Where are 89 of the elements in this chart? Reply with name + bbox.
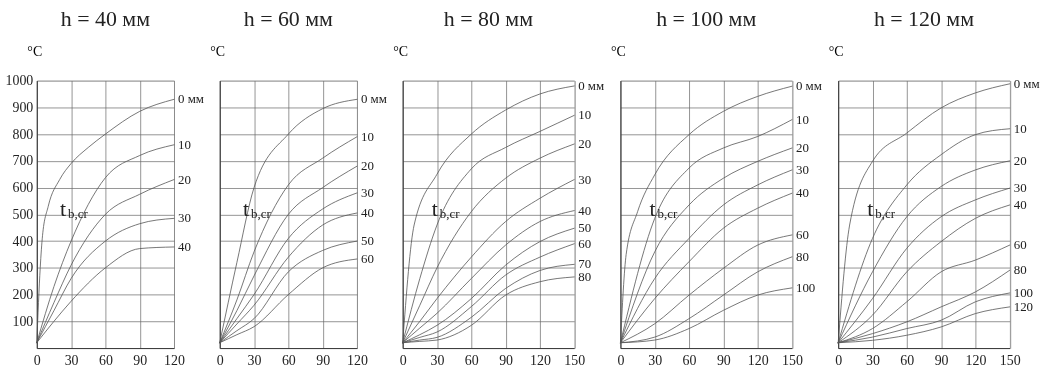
y-tick-label: 1000 [5,73,34,89]
series-label: 60 [1013,237,1027,253]
series-label: 0 мм [1013,75,1040,91]
chart-title: h = 120 мм [873,6,975,31]
series-label: 40 [1013,196,1027,212]
x-tick-label: 30 [247,353,262,368]
x-tick-label: 60 [464,353,479,368]
series-label: 100 [795,279,816,295]
y-tick-label: 500 [12,206,34,222]
x-tick-label: 0 [216,353,224,368]
y-tick-label: 700 [12,153,34,169]
chart-title: h = 100 мм [656,6,757,31]
x-tick-label: 0 [617,353,625,368]
chart-title: h = 60 мм [243,6,334,31]
x-tick-label: 0 [399,353,407,368]
series-label: 30 [360,184,374,200]
series-label: 50 [578,220,592,236]
series-label: 20 [795,139,809,155]
y-tick-label: 100 [12,313,34,329]
x-tick-label: 90 [499,353,514,368]
series-label: 40 [360,204,374,220]
y-axis-title: °C [828,44,844,60]
x-tick-label: 120 [965,353,987,368]
x-tick-label: 60 [682,353,697,368]
x-tick-label: 150 [782,353,803,368]
annotation: tb,cr [60,196,89,221]
x-tick-label: 150 [999,353,1021,368]
x-tick-label: 150 [564,353,586,368]
y-axis-title: °C [393,44,409,60]
series-label: 80 [1013,262,1027,278]
x-tick-label: 60 [281,353,296,368]
chart-title: h = 40 мм [60,6,151,31]
x-tick-label: 90 [716,353,731,368]
series-label: 0 мм [177,91,204,107]
series-label: 0 мм [578,77,605,93]
x-tick-label: 30 [430,353,445,368]
series-label: 10 [177,136,191,152]
series-label: 120 [1013,298,1034,314]
x-tick-label: 60 [98,353,113,368]
x-tick-label: 30 [64,353,79,368]
y-tick-label: 800 [12,126,34,142]
y-tick-label: 200 [12,287,34,303]
series-label: 20 [360,158,374,174]
series-label: 100 [1013,284,1034,300]
x-tick-label: 120 [347,353,368,368]
series-label: 50 [360,233,374,249]
series-label: 30 [795,161,809,177]
series-label: 60 [795,226,809,242]
x-tick-label: 90 [934,353,949,368]
series-label: 10 [1013,120,1027,136]
series-label: 40 [578,202,592,218]
x-tick-label: 0 [835,353,843,368]
series-label: 40 [795,185,809,201]
series-label: 40 [177,238,191,254]
series-label: 20 [1013,152,1027,168]
series-label: 60 [578,235,592,251]
series-label: 30 [578,171,592,187]
x-tick-label: 60 [900,353,915,368]
x-tick-label: 30 [866,353,880,368]
x-tick-label: 90 [316,353,331,368]
y-tick-label: 900 [12,99,34,115]
annotation: tb,cr [431,196,461,221]
x-tick-label: 120 [747,353,769,368]
series-label: 10 [795,111,809,127]
x-tick-label: 120 [164,353,185,368]
series-label: 60 [360,250,374,266]
annotation: tb,cr [243,196,272,221]
x-tick-label: 120 [529,353,551,368]
y-axis-title: °C [27,44,43,60]
annotation: tb,cr [867,196,896,221]
y-axis-title: °C [210,44,226,60]
series-label: 20 [177,171,191,187]
x-tick-label: 90 [133,353,148,368]
series-label: 30 [1013,180,1027,196]
x-tick-label: 0 [33,353,41,368]
x-tick-label: 30 [648,353,663,368]
annotation: tb,cr [649,196,678,221]
series-label: 80 [795,248,809,264]
series-label: 0 мм [795,78,822,94]
y-tick-label: 400 [12,233,34,249]
chart-title: h = 80 мм [443,6,534,31]
y-tick-label: 300 [12,260,34,276]
series-label: 20 [578,135,592,151]
y-tick-label: 600 [12,180,34,196]
series-label: 30 [177,210,191,226]
series-label: 0 мм [360,91,387,107]
series-label: 10 [360,128,374,144]
series-label: 10 [578,107,592,123]
y-axis-title: °C [610,44,626,60]
